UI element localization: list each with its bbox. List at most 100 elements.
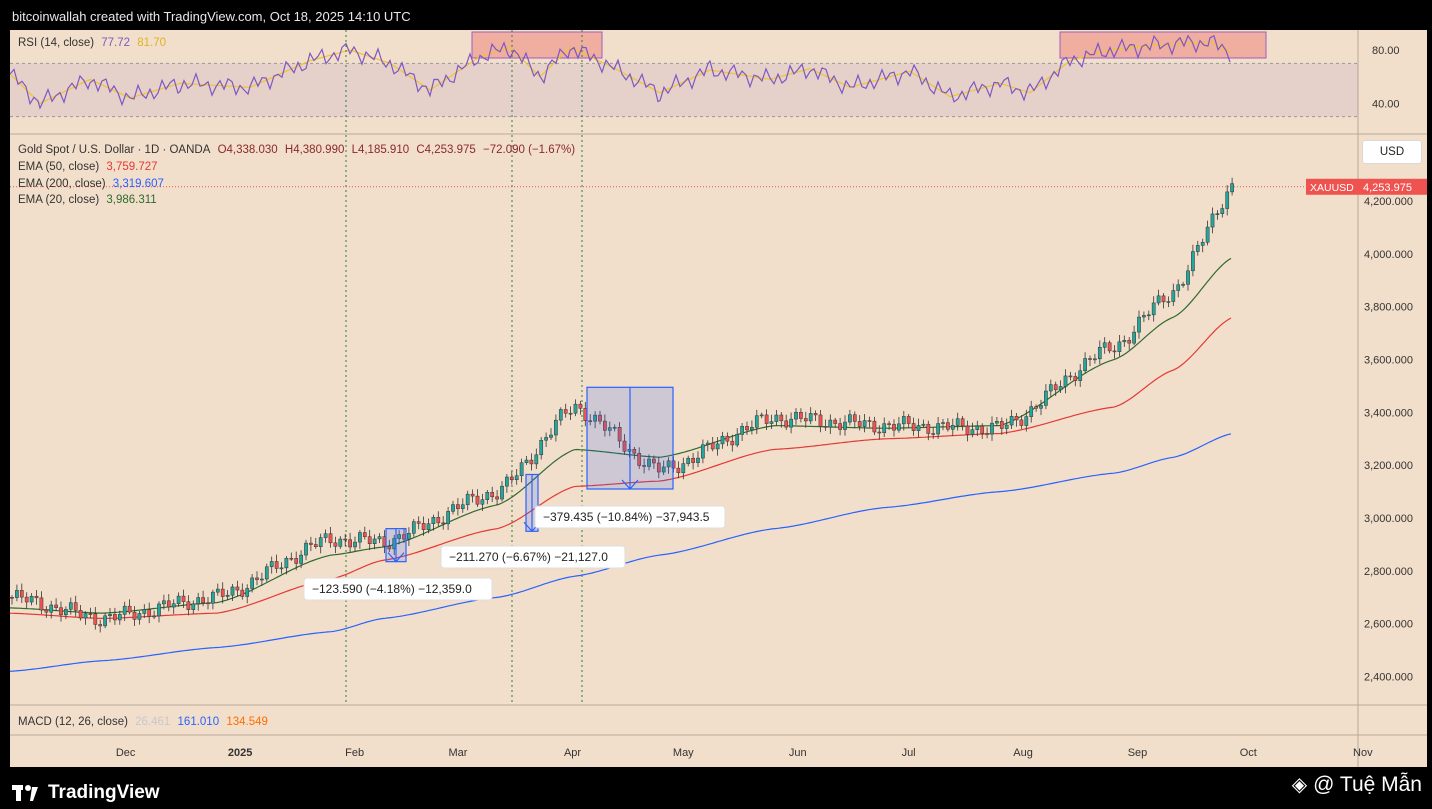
candle-down [823, 426, 828, 428]
ema200-label: EMA (200, close) [18, 178, 106, 190]
candle-down [127, 605, 132, 613]
candle-down [892, 424, 896, 431]
price-axis-label: 3,000.000 [1364, 513, 1413, 525]
tradingview-logo[interactable]: TradingView [12, 782, 160, 804]
candle-up [549, 434, 553, 438]
candle-down [289, 557, 294, 560]
candle-down [622, 440, 627, 452]
candle-up [568, 412, 573, 415]
candle-up [196, 597, 201, 605]
candle-down [88, 613, 93, 615]
candle-down [98, 624, 103, 627]
candle-down [206, 602, 210, 605]
candle-down [255, 577, 259, 580]
candle-down [725, 435, 730, 442]
symbol-tag [1306, 178, 1358, 195]
rsi-axis-label-80: 80.00 [1372, 45, 1400, 57]
candle-down [1019, 419, 1024, 426]
trading-chart[interactable]: 80.00 40.00 4,200.000 4,000.000 3,800.000 3,6… [10, 30, 1427, 767]
candle-down [730, 440, 735, 446]
candle-up [1142, 315, 1146, 318]
candle-down [803, 418, 808, 422]
measure-box-3-arrow-head [621, 479, 639, 490]
candle-up [250, 577, 254, 589]
candle-up [666, 460, 671, 468]
candle-up [1009, 416, 1014, 426]
rsi-legend: RSI (14, close) 77.72 81.70 [18, 37, 170, 49]
candle-down [313, 544, 318, 547]
rsi-legend-label: RSI (14, close) [18, 37, 95, 49]
measure-box-1-arrow-head [387, 552, 405, 563]
candle-down [78, 610, 83, 619]
price-legend: Gold Spot / U.S. Dollar · 1D · OANDA O4,… [18, 144, 579, 156]
candle-up [882, 423, 887, 434]
candle-down [54, 604, 58, 608]
candle-down [833, 419, 838, 424]
candle-up [176, 595, 181, 604]
candle-down [1053, 384, 1058, 391]
measure-label-text: −123.590 (−4.18%) −12,359.0 [312, 582, 472, 596]
ohlc-open: O4,338.030 [217, 144, 278, 156]
candle-up [103, 615, 107, 627]
candle-up [995, 421, 999, 424]
candle-down [1127, 340, 1132, 344]
candle-down [1014, 416, 1019, 421]
candle-up [593, 414, 597, 422]
candle-down [632, 449, 637, 454]
candle-up [397, 534, 401, 539]
currency-button[interactable]: USD [1362, 140, 1422, 164]
candle-up [1122, 340, 1127, 343]
candle-down [642, 465, 646, 467]
measure-label-box [534, 505, 726, 529]
candle-down [946, 422, 950, 430]
candle-down [309, 542, 313, 545]
candle-up [1029, 406, 1034, 417]
candle-up [500, 485, 504, 500]
candle-up [681, 463, 686, 474]
candle-down [333, 542, 338, 547]
price-tag [1358, 178, 1427, 195]
candle-up [83, 613, 88, 619]
candle-up [754, 415, 759, 428]
ohlc-close: C4,253.975 [416, 144, 476, 156]
candle-up [1044, 390, 1048, 406]
time-axis-label: Dec [116, 747, 136, 759]
candle-down [235, 586, 240, 591]
candle-up [554, 419, 558, 436]
candle-down [294, 558, 299, 564]
candle-up [1137, 316, 1141, 333]
candle-up [607, 427, 612, 431]
candle-up [485, 492, 490, 500]
candle-down [490, 492, 495, 498]
candle-up [451, 504, 455, 512]
candle-up [808, 413, 813, 422]
candle-up [142, 609, 147, 614]
candle-up [338, 538, 343, 547]
price-axis-label: 4,200.000 [1364, 196, 1413, 208]
ohlc-change: −72.090 (−1.67%) [483, 144, 576, 156]
candle-down [588, 420, 593, 422]
candle-down [617, 427, 622, 442]
candle-up [1215, 213, 1220, 215]
measure-label-text: −379.435 (−10.84%) −37,943.5 [543, 510, 710, 524]
candle-up [740, 426, 744, 435]
candle-up [211, 591, 215, 604]
candle-down [436, 517, 441, 524]
candle-up [941, 422, 945, 424]
ohlc-high: H4,380.990 [284, 144, 345, 156]
candle-up [828, 419, 833, 428]
candle-up [573, 403, 578, 414]
candle-down [343, 538, 348, 541]
candle-up [1024, 416, 1029, 426]
candle-down [578, 403, 583, 409]
candle-up [431, 517, 436, 524]
macd-value3: 134.549 [226, 716, 268, 728]
candle-up [774, 414, 779, 422]
candle-up [843, 421, 847, 430]
candle-down [637, 452, 642, 466]
candle-up [1205, 226, 1210, 243]
candle-up [769, 421, 774, 424]
candle-up [1176, 284, 1181, 291]
ema50-value: 3,759.727 [106, 161, 158, 173]
candle-up [358, 532, 362, 543]
